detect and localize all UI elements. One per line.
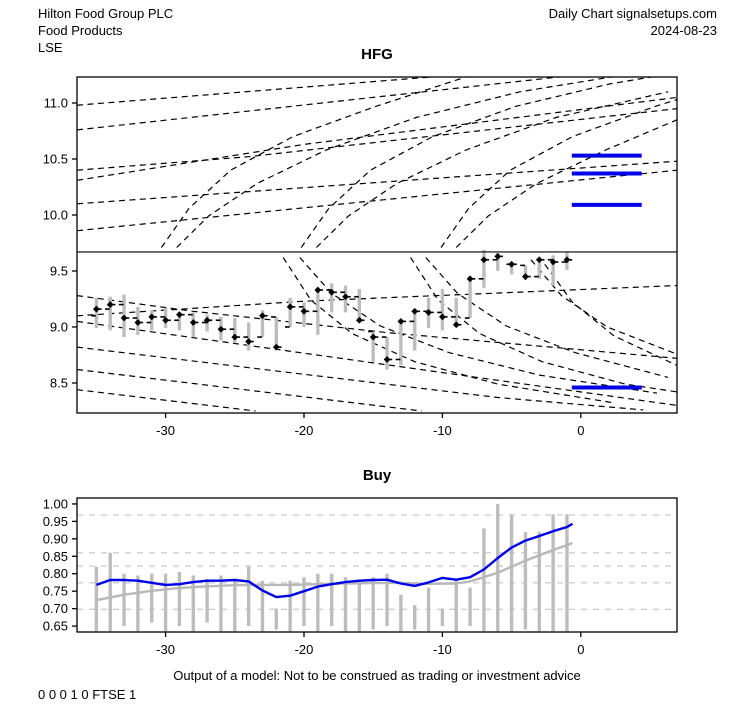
x-axis-tick-label: -20 (295, 423, 314, 438)
x-axis-tick-label: 0 (577, 423, 584, 438)
close-diamond (342, 293, 349, 301)
signal-flags-text: 0 0 0 1 0 FTSE 1 (38, 687, 137, 702)
close-diamond (286, 303, 294, 311)
close-diamond (148, 313, 156, 321)
price-plot-border (76, 76, 678, 414)
y-axis-tick-label: 9.0 (50, 319, 68, 334)
y-axis-tick-label: 1.00 (43, 496, 68, 511)
buy-panel (77, 503, 677, 632)
price-panel-title: HFG (361, 46, 393, 63)
close-diamond (397, 317, 405, 325)
x-axis-tick-label: -20 (295, 642, 314, 657)
y-axis-tick-label: 8.5 (50, 375, 68, 390)
close-diamond (480, 256, 488, 264)
projection-curve (410, 257, 677, 393)
chart-date: 2024-08-23 (650, 23, 718, 38)
close-diamond (231, 333, 239, 341)
projection-curve (77, 160, 677, 205)
close-diamond (203, 316, 211, 324)
y-axis-tick-label: 0.70 (43, 601, 68, 616)
projection-curve (77, 96, 677, 181)
y-axis-tick-label: 0.85 (43, 549, 68, 564)
close-diamond (134, 319, 142, 326)
x-axis-tick-label: -10 (433, 642, 452, 657)
close-diamond (438, 313, 446, 321)
projection-curve (530, 259, 677, 355)
close-diamond (494, 253, 502, 260)
projection-curve (77, 169, 677, 232)
close-diamond (106, 301, 114, 308)
y-axis-tick-label: 0.65 (43, 619, 68, 634)
y-axis-tick-label: 0.95 (43, 514, 68, 529)
close-diamond (176, 311, 183, 319)
close-diamond (328, 288, 336, 296)
close-diamond (411, 307, 419, 315)
close-diamond (314, 286, 322, 294)
projection-curve (300, 77, 655, 248)
close-diamond (549, 258, 557, 266)
close-diamond (508, 260, 516, 268)
y-axis-tick-label: 10.5 (43, 151, 68, 166)
close-diamond (259, 312, 266, 320)
price-panel (77, 77, 677, 412)
close-diamond (217, 325, 225, 333)
close-diamond (162, 316, 169, 324)
close-diamond (300, 307, 308, 315)
y-axis-tick-label: 0.90 (43, 531, 68, 546)
y-axis-tick-label: 10.0 (43, 207, 68, 222)
projection-curve (77, 108, 677, 171)
close-diamond (466, 275, 474, 283)
projection-curve (315, 91, 669, 248)
close-diamond (189, 319, 197, 326)
close-diamond (522, 273, 529, 280)
projection-curve (425, 257, 669, 378)
close-diamond (563, 256, 571, 264)
projection-curve (77, 389, 256, 412)
close-diamond (120, 314, 128, 322)
x-axis-tick-label: 0 (577, 642, 584, 657)
header-right: Daily Chart signalsetups.com 2024-08-23 (549, 5, 717, 39)
y-axis-tick-label: 9.5 (50, 263, 68, 278)
projection-curve (544, 263, 677, 366)
x-axis-tick-label: -30 (156, 423, 175, 438)
projection-curve (77, 77, 565, 131)
projection-curve (455, 119, 677, 248)
projection-curve (77, 368, 422, 412)
x-axis-tick-label: -30 (156, 642, 175, 657)
projection-curve (77, 346, 644, 411)
close-diamond (369, 333, 377, 341)
close-diamond (245, 338, 253, 345)
chart-type-source: Daily Chart signalsetups.com (548, 6, 717, 21)
y-axis-tick-label: 0.80 (43, 566, 68, 581)
projection-curve (160, 77, 468, 248)
y-axis-tick-label: 0.75 (43, 584, 68, 599)
disclaimer-text: Output of a model: Not to be construed a… (173, 668, 581, 683)
company-name: Hilton Food Group PLC (38, 6, 174, 21)
close-diamond (452, 321, 460, 329)
projection-curve (77, 320, 677, 406)
projection-curve (299, 257, 657, 394)
close-diamond (383, 356, 391, 363)
smoothed-trend-line (96, 541, 573, 602)
close-diamond (272, 343, 280, 351)
exchange-name: LSE (38, 40, 63, 55)
close-diamond (425, 309, 432, 316)
close-diamond (355, 316, 363, 324)
projection-curve (440, 99, 677, 248)
buy-probability-line (95, 522, 574, 599)
buy-panel-title: Buy (362, 467, 392, 484)
sector-name: Food Products (38, 23, 123, 38)
projection-curve (282, 257, 616, 404)
y-axis-tick-label: 11.0 (44, 95, 68, 110)
close-diamond (535, 256, 543, 264)
projection-curve (176, 77, 615, 248)
projection-curve (77, 77, 439, 106)
header-left: Hilton Food Group PLC Food Products LSE (38, 5, 173, 56)
x-axis-tick-label: -10 (433, 423, 452, 438)
probability-plot-border (76, 497, 678, 633)
close-diamond (92, 305, 100, 313)
